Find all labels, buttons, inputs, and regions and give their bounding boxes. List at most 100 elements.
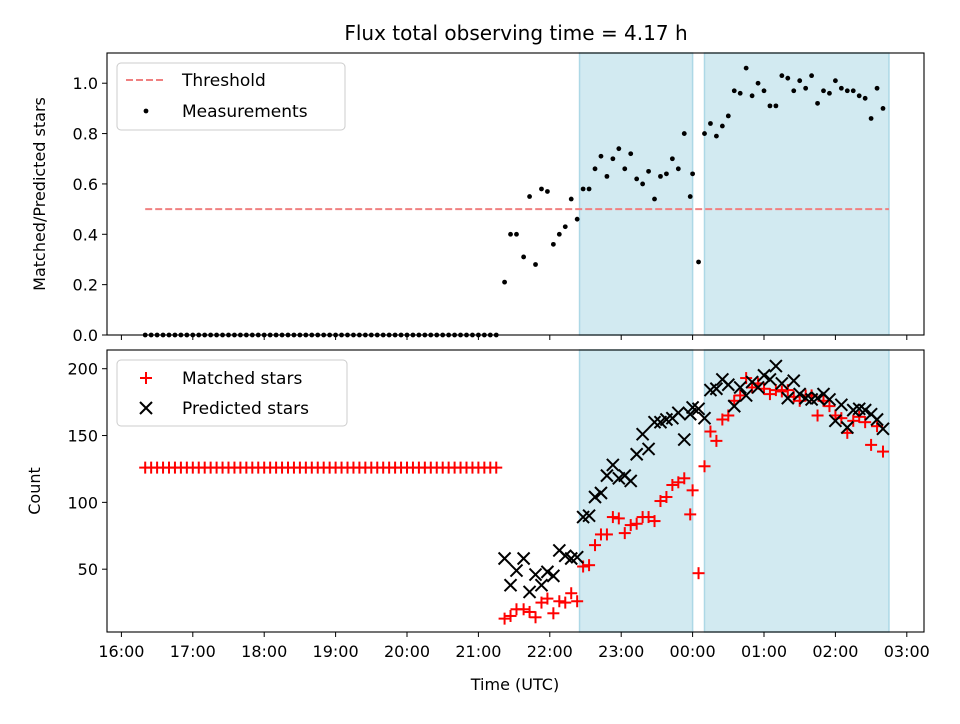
measurement-point — [755, 80, 761, 86]
measurement-point — [545, 189, 550, 194]
predicted-star-marker — [751, 380, 765, 395]
predicted-star-marker — [775, 376, 789, 391]
matched-star-marker — [859, 416, 872, 429]
bottom-panel: 50 100 150 200 16:00 17:00 18:00 19:00 20:00 21:… — [25, 349, 930, 694]
predicted-marker-stroke — [775, 376, 789, 391]
predicted-star-marker — [624, 474, 638, 488]
measurement-point — [562, 224, 568, 230]
measurement-point — [521, 254, 527, 260]
y-tick-label: 100 — [67, 493, 98, 512]
y-tick-label: 50 — [78, 560, 98, 579]
matched-star-marker — [600, 528, 613, 541]
matched-star-marker — [541, 592, 554, 605]
measurement-point — [856, 93, 862, 99]
measurement-point — [779, 73, 785, 79]
measurement-point — [868, 116, 874, 121]
measurement-point — [675, 166, 681, 172]
matched-star-marker — [853, 410, 866, 423]
predicted-marker-stroke — [534, 578, 549, 592]
matched-star-marker — [559, 596, 572, 609]
legend-matched-label: Matched stars — [182, 369, 302, 389]
matched-star-marker — [565, 587, 578, 600]
predicted-marker-stroke — [810, 391, 825, 405]
legend-predicted-swatch — [139, 401, 153, 415]
predicted-marker-stroke — [822, 392, 837, 407]
predicted-star-marker — [709, 382, 724, 396]
measurement-point — [580, 186, 586, 192]
predicted-marker-stroke — [798, 391, 813, 405]
measurement-point — [514, 231, 519, 237]
legend-measurement-swatch — [143, 108, 149, 114]
measurement-point — [761, 88, 767, 94]
predicted-marker-stroke — [751, 380, 765, 395]
predicted-star-marker — [870, 412, 884, 427]
x-tick-label: 01:00 — [741, 642, 787, 661]
measurement-point — [803, 85, 809, 91]
predicted-star-marker — [528, 567, 543, 582]
legend-threshold-label: Threshold — [181, 71, 266, 91]
matched-star-marker — [490, 461, 503, 474]
predicted-marker-stroke — [582, 509, 596, 523]
measurement-point — [874, 85, 880, 91]
measurement-point — [616, 146, 622, 152]
predicted-star-marker — [822, 392, 837, 407]
predicted-star-marker — [769, 359, 783, 373]
measurement-point — [539, 186, 544, 192]
predicted-marker-stroke — [739, 388, 753, 403]
predicted-marker-stroke — [624, 474, 638, 488]
predicted-star-marker — [876, 422, 890, 436]
measurement-point — [574, 216, 580, 222]
measurement-point — [604, 173, 610, 179]
top-panel: 0.0 0.2 0.4 0.6 0.8 1.0 Matched/Predicted sta… — [30, 52, 925, 345]
predicted-star-marker — [671, 406, 686, 420]
predicted-star-marker — [733, 380, 747, 395]
predicted-marker-stroke — [685, 400, 700, 415]
x-axis-label: Time (UTC) — [470, 675, 559, 694]
measurement-point — [598, 153, 604, 159]
predicted-marker-stroke — [522, 585, 537, 599]
measurement-point — [880, 105, 886, 111]
matched-star-marker — [660, 491, 673, 504]
measurement-point — [737, 90, 743, 96]
matched-star-marker — [547, 607, 560, 620]
matched-star-marker — [823, 400, 836, 413]
predicted-star-marker — [834, 398, 849, 412]
matched-star-marker — [583, 559, 596, 572]
predicted-star-marker — [840, 420, 855, 435]
x-tick-label: 00:00 — [670, 642, 716, 661]
top-y-ticks: 0.0 0.2 0.4 0.6 0.8 1.0 — [73, 74, 107, 345]
predicted-marker-stroke — [727, 399, 741, 413]
bottom-axes-frame — [106, 349, 925, 633]
matched-star-marker — [710, 434, 723, 447]
predicted-star-marker — [516, 551, 531, 566]
top-x-ticks — [120, 335, 908, 340]
predicted-star-marker — [600, 468, 614, 483]
predicted-marker-stroke — [787, 374, 801, 388]
matched-star-marker — [589, 539, 602, 552]
measurement-point — [791, 88, 797, 94]
measurement-point — [719, 123, 725, 129]
shaded-region — [703, 52, 890, 336]
predicted-marker-stroke — [769, 359, 783, 373]
predicted-star-marker — [594, 486, 608, 500]
predicted-marker-stroke — [721, 378, 736, 392]
measurement-point — [658, 173, 663, 179]
y-tick-label: 200 — [67, 360, 98, 379]
measurement-point — [838, 85, 844, 91]
predicted-marker-stroke — [858, 403, 872, 417]
predicted-star-marker — [792, 387, 807, 401]
matched-star-marker — [678, 472, 691, 485]
predicted-marker-stroke — [709, 382, 724, 396]
predicted-star-marker — [534, 578, 549, 592]
x-tick-label: 17:00 — [170, 642, 216, 661]
measurement-point — [652, 196, 657, 202]
matched-star-marker — [865, 438, 878, 451]
measurement-point — [743, 65, 749, 71]
matched-star-marker — [624, 519, 637, 532]
top-legend: Threshold Measurements — [116, 62, 346, 131]
predicted-star-marker — [522, 585, 537, 599]
predicted-marker-stroke — [697, 411, 712, 425]
predicted-marker-stroke — [840, 420, 855, 435]
measurement-point — [702, 131, 707, 136]
predicted-marker-stroke — [629, 447, 644, 461]
